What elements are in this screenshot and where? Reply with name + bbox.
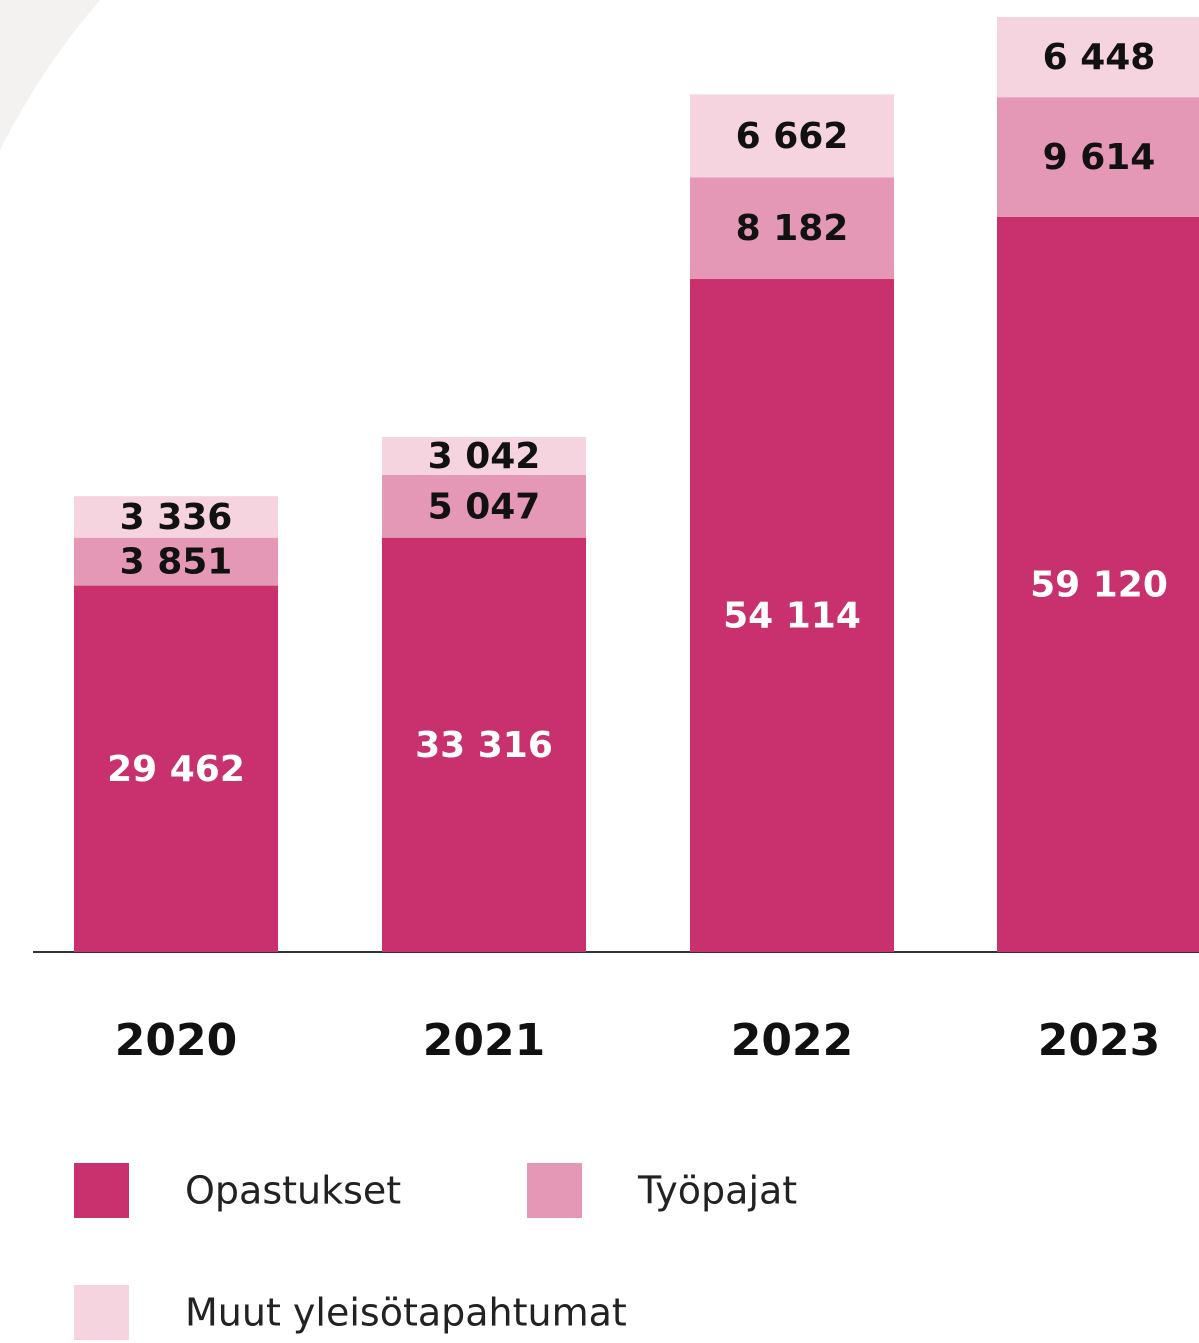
bar-segment (690, 177, 894, 280)
value-label: 6 448 (1043, 37, 1156, 78)
bar-segment (382, 437, 586, 475)
bar-segment (997, 97, 1199, 217)
legend-swatch (74, 1163, 129, 1218)
bar-segment (74, 496, 278, 538)
value-label: 3 042 (428, 436, 541, 477)
x-tick-label: 2021 (423, 1015, 545, 1066)
decoration (0, 0, 100, 150)
x-tick-label: 2023 (1038, 1015, 1160, 1066)
legend-label: Työpajat (637, 1169, 797, 1213)
legend-swatch (74, 1285, 129, 1340)
bar-segment (382, 474, 586, 538)
value-label: 6 662 (736, 116, 849, 157)
bar-segment (382, 537, 586, 952)
value-label: 5 047 (428, 486, 541, 527)
value-label: 33 316 (415, 725, 553, 766)
value-label: 3 851 (120, 542, 233, 583)
legend-label: Muut yleisötapahtumat (185, 1291, 627, 1335)
bar-segment (690, 94, 894, 178)
x-tick-label: 2020 (115, 1015, 237, 1066)
value-label: 54 114 (723, 596, 861, 637)
x-tick-label: 2022 (731, 1015, 853, 1066)
bar-segment (690, 279, 894, 952)
value-label: 3 336 (120, 497, 233, 538)
bar-segment (74, 585, 278, 952)
legend-swatch (527, 1163, 582, 1218)
value-label: 59 120 (1030, 564, 1168, 605)
bar-segment (997, 216, 1199, 952)
value-label: 29 462 (107, 749, 245, 790)
bar-segment (74, 537, 278, 586)
bar-segment (997, 17, 1199, 98)
value-label: 8 182 (736, 208, 849, 249)
legend-label: Opastukset (185, 1169, 401, 1213)
value-label: 9 614 (1043, 137, 1156, 178)
